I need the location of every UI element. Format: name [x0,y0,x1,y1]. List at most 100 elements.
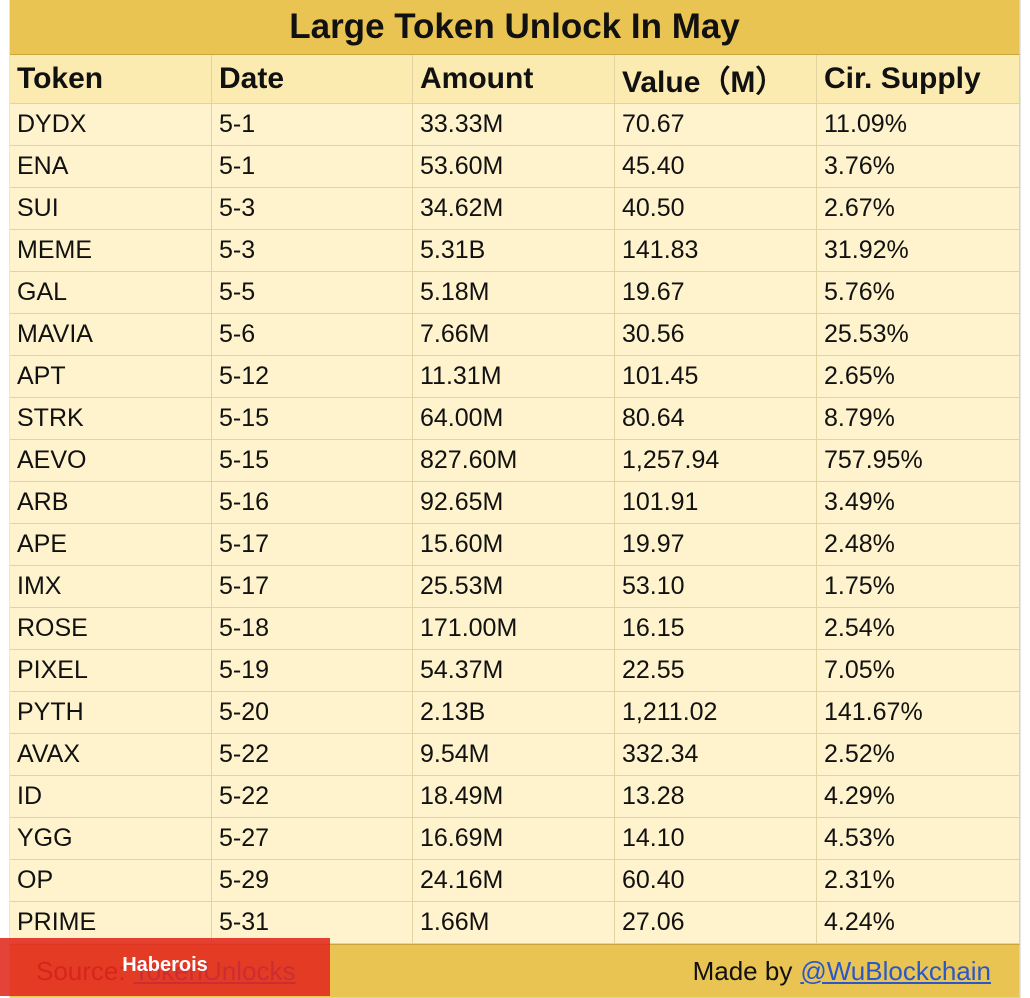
table-cell: YGG [10,818,212,860]
table-cell: 8.79% [817,398,1020,440]
table-cell: 141.67% [817,692,1020,734]
table-cell: PIXEL [10,650,212,692]
table-cell: ROSE [10,608,212,650]
table-cell: 2.54% [817,608,1020,650]
table-cell: 60.40 [615,860,817,902]
table-cell: 2.65% [817,356,1020,398]
table-cell: 25.53M [413,566,615,608]
table-cell: PRIME [10,902,212,944]
table-cell: SUI [10,188,212,230]
table-cell: 27.06 [615,902,817,944]
table-cell: MEME [10,230,212,272]
table-cell: 5-1 [212,104,413,146]
table-cell: 2.67% [817,188,1020,230]
table-cell: 5.76% [817,272,1020,314]
column-header: Amount [413,55,615,104]
table-cell: 9.54M [413,734,615,776]
credit: Made by @WuBlockchain [693,956,991,987]
table-cell: MAVIA [10,314,212,356]
table-cell: 34.62M [413,188,615,230]
table-cell: 5-16 [212,482,413,524]
table-cell: 5-31 [212,902,413,944]
table-cell: 11.31M [413,356,615,398]
table-cell: 16.15 [615,608,817,650]
table-cell: 64.00M [413,398,615,440]
table-cell: 15.60M [413,524,615,566]
column-header: Token [10,55,212,104]
credit-link: @WuBlockchain [800,955,991,986]
table-cell: PYTH [10,692,212,734]
table-cell: STRK [10,398,212,440]
column-header: Cir. Supply [817,55,1020,104]
table-cell: 40.50 [615,188,817,230]
column-header: Value（M） [615,55,817,104]
table-cell: 5-22 [212,734,413,776]
table-cell: IMX [10,566,212,608]
table-cell: 33.33M [413,104,615,146]
table-cell: 5-29 [212,860,413,902]
column-header: Date [212,55,413,104]
table-cell: 24.16M [413,860,615,902]
table-cell: 22.55 [615,650,817,692]
table-cell: 13.28 [615,776,817,818]
table-cell: 4.24% [817,902,1020,944]
table-cell: 45.40 [615,146,817,188]
table-cell: 5-17 [212,524,413,566]
table-cell: 5-3 [212,230,413,272]
table-cell: 2.52% [817,734,1020,776]
table-cell: 18.49M [413,776,615,818]
table-cell: 1.66M [413,902,615,944]
table-title: Large Token Unlock In May [10,0,1020,55]
table-cell: 1.75% [817,566,1020,608]
table-cell: 5-20 [212,692,413,734]
table-cell: 5-19 [212,650,413,692]
table-cell: 70.67 [615,104,817,146]
table-cell: ARB [10,482,212,524]
table-cell: 92.65M [413,482,615,524]
table-cell: 5-1 [212,146,413,188]
table-cell: 19.67 [615,272,817,314]
table-cell: 19.97 [615,524,817,566]
table-cell: DYDX [10,104,212,146]
table-cell: 5.18M [413,272,615,314]
table-cell: 7.66M [413,314,615,356]
table-cell: 5-12 [212,356,413,398]
table-cell: 101.45 [615,356,817,398]
table-cell: 5-22 [212,776,413,818]
table-cell: 101.91 [615,482,817,524]
table-cell: 5-5 [212,272,413,314]
table-cell: AVAX [10,734,212,776]
sheet-gridline [9,0,10,998]
table-cell: 3.76% [817,146,1020,188]
table-cell: 5-15 [212,440,413,482]
table-cell: 14.10 [615,818,817,860]
table-cell: 5-3 [212,188,413,230]
table-cell: 5-6 [212,314,413,356]
table-cell: 4.53% [817,818,1020,860]
table-cell: ID [10,776,212,818]
table-cell: GAL [10,272,212,314]
credit-label: Made by [692,955,793,986]
table-cell: ENA [10,146,212,188]
table-cell: 7.05% [817,650,1020,692]
table-cell: 5-27 [212,818,413,860]
table-cell: 53.10 [615,566,817,608]
table-cell: OP [10,860,212,902]
table-cell: APE [10,524,212,566]
table-cell: 16.69M [413,818,615,860]
table-cell: 11.09% [817,104,1020,146]
table-cell: 80.64 [615,398,817,440]
table-cell: 141.83 [615,230,817,272]
sheet-gridline [1020,0,1021,998]
table-cell: APT [10,356,212,398]
table-cell: 5-18 [212,608,413,650]
table-cell: 25.53% [817,314,1020,356]
table-cell: 53.60M [413,146,615,188]
table-cell: 30.56 [615,314,817,356]
table-cell: 827.60M [413,440,615,482]
table-cell: 54.37M [413,650,615,692]
table-cell: 332.34 [615,734,817,776]
table-cell: 5-15 [212,398,413,440]
table-cell: 5.31B [413,230,615,272]
